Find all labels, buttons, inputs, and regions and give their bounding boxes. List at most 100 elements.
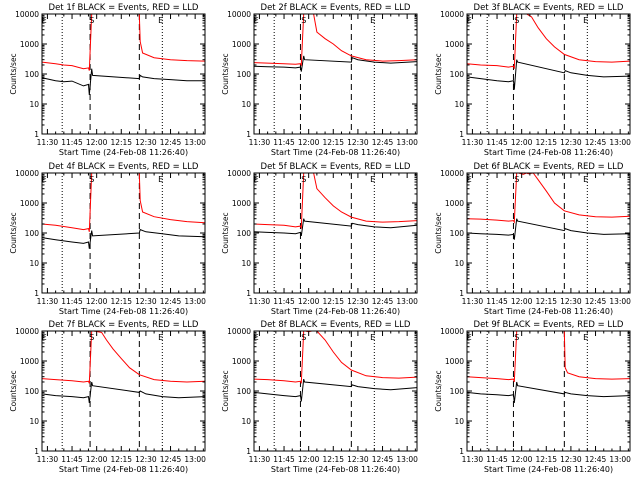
y-tick-label: 1 xyxy=(246,447,251,456)
top-marker-label: E xyxy=(254,16,259,25)
x-tick-label: 12:30 xyxy=(347,455,369,464)
y-tick-label: 10 xyxy=(241,259,251,268)
top-marker-label: E xyxy=(42,175,47,184)
series-events-line xyxy=(41,68,205,96)
top-marker-label: E xyxy=(467,16,472,25)
y-tick-label: 1000 xyxy=(20,357,39,366)
x-tick-label: 13:00 xyxy=(184,455,206,464)
x-tick-label: 13:00 xyxy=(184,297,206,306)
series-events-line xyxy=(466,59,631,90)
x-tick-label: 12:15 xyxy=(110,297,132,306)
plot-frame xyxy=(41,172,206,294)
x-tick-label: 12:30 xyxy=(560,138,582,147)
x-tick-label: 13:00 xyxy=(396,297,418,306)
x-tick-label: 12:30 xyxy=(560,455,582,464)
x-tick-label: 12:30 xyxy=(560,297,582,306)
y-tick-label: 10 xyxy=(241,417,251,426)
y-axis-label: Counts/sec xyxy=(9,53,18,94)
panel-title: Det 6f BLACK = Events, RED = LLD xyxy=(474,162,624,172)
series-lld-line xyxy=(253,330,418,384)
y-tick-label: 100 xyxy=(450,70,465,79)
series-events-line xyxy=(466,218,631,240)
top-marker-label: E xyxy=(370,175,375,184)
top-marker-label: E xyxy=(42,333,47,342)
y-tick-label: 1000 xyxy=(232,40,251,49)
y-tick-label: 10 xyxy=(454,417,464,426)
y-tick-label: 10000 xyxy=(15,169,39,178)
series-events-line xyxy=(466,381,631,403)
y-tick-label: 100 xyxy=(25,229,40,238)
y-tick-label: 10000 xyxy=(440,169,464,178)
top-marker-label: S xyxy=(89,175,94,184)
y-tick-label: 1 xyxy=(34,130,39,139)
x-tick-label: 12:00 xyxy=(511,455,533,464)
x-tick-label: 13:00 xyxy=(184,138,206,147)
panel-6: Det 6f BLACK = Events, RED = LLD 1 10 100 10… xyxy=(434,162,631,316)
plot-frame xyxy=(41,330,206,452)
x-tick-label: 12:45 xyxy=(160,455,182,464)
y-axis-label: Counts/sec xyxy=(9,370,18,411)
x-tick-label: 11:45 xyxy=(61,455,83,464)
plot-frame xyxy=(466,172,631,294)
y-axis-label: Counts/sec xyxy=(434,370,443,411)
y-tick-label: 100 xyxy=(450,229,465,238)
x-tick-label: 11:45 xyxy=(486,138,508,147)
plot-frame xyxy=(253,330,418,452)
plot-frame xyxy=(466,13,631,135)
y-tick-label: 1 xyxy=(34,447,39,456)
x-tick-label: 13:00 xyxy=(609,297,631,306)
x-tick-label: 11:30 xyxy=(37,138,59,147)
x-tick-label: 12:45 xyxy=(372,138,394,147)
x-tick-label: 11:45 xyxy=(273,138,295,147)
x-tick-label: 12:00 xyxy=(86,297,108,306)
series-lld-line xyxy=(41,172,206,232)
y-axis-label: Counts/sec xyxy=(9,212,18,253)
x-tick-label: 12:15 xyxy=(535,138,557,147)
x-tick-label: 12:15 xyxy=(110,138,132,147)
series-lld-line xyxy=(466,13,631,69)
panel-8: Det 8f BLACK = Events, RED = LLD 1 10 100 10… xyxy=(221,320,418,474)
x-tick-label: 11:45 xyxy=(486,297,508,306)
x-tick-label: 11:45 xyxy=(61,297,83,306)
y-tick-label: 10000 xyxy=(227,10,251,19)
top-marker-label: E xyxy=(583,16,588,25)
panel-3: Det 3f BLACK = Events, RED = LLD 1 10 100 10… xyxy=(434,3,631,157)
x-tick-label: 11:30 xyxy=(462,138,484,147)
series-events-line xyxy=(253,378,418,402)
panel-title: Det 5f BLACK = Events, RED = LLD xyxy=(261,162,411,172)
y-tick-label: 1000 xyxy=(232,357,251,366)
top-marker-label: E xyxy=(583,333,588,342)
plot-frame xyxy=(41,13,206,135)
x-tick-label: 11:30 xyxy=(249,138,271,147)
plot-frame xyxy=(253,13,418,135)
y-tick-label: 10 xyxy=(241,100,251,109)
y-tick-label: 100 xyxy=(237,70,252,79)
panel-title: Det 2f BLACK = Events, RED = LLD xyxy=(261,3,411,13)
panel-title: Det 7f BLACK = Events, RED = LLD xyxy=(49,320,199,330)
x-axis-label: Start Time (24-Feb-08 11:26:40) xyxy=(484,148,613,157)
top-marker-label: S xyxy=(89,16,94,25)
y-tick-label: 10000 xyxy=(440,10,464,19)
y-tick-label: 100 xyxy=(237,387,252,396)
x-tick-label: 11:30 xyxy=(249,297,271,306)
y-tick-label: 1000 xyxy=(20,40,39,49)
top-marker-label: E xyxy=(254,333,259,342)
x-tick-label: 12:30 xyxy=(135,297,157,306)
y-tick-label: 1 xyxy=(459,447,464,456)
x-tick-label: 13:00 xyxy=(396,455,418,464)
x-tick-label: 12:30 xyxy=(347,138,369,147)
y-tick-label: 100 xyxy=(25,70,40,79)
x-tick-label: 13:00 xyxy=(609,138,631,147)
y-axis-label: Counts/sec xyxy=(221,370,230,411)
y-tick-label: 10000 xyxy=(227,327,251,336)
y-tick-label: 100 xyxy=(237,229,252,238)
y-tick-label: 1 xyxy=(459,289,464,298)
top-marker-label: S xyxy=(301,16,306,25)
x-tick-label: 13:00 xyxy=(396,138,418,147)
top-marker-label: E xyxy=(158,333,163,342)
x-tick-label: 11:45 xyxy=(486,455,508,464)
y-tick-label: 1 xyxy=(246,289,251,298)
x-tick-label: 12:45 xyxy=(372,455,394,464)
x-tick-label: 11:30 xyxy=(37,455,59,464)
